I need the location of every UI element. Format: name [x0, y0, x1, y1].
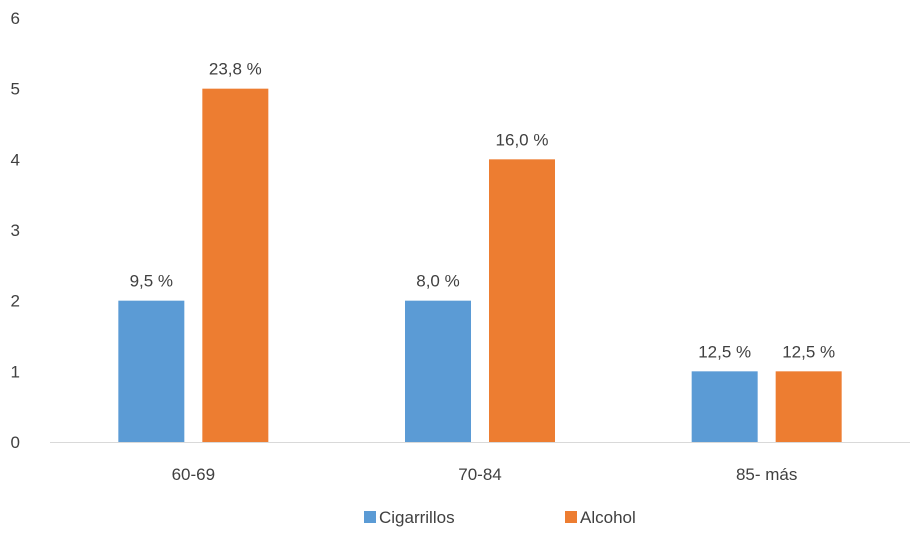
- y-tick-label: 5: [11, 80, 20, 99]
- y-tick-label: 2: [11, 292, 20, 311]
- category-label: 70-84: [458, 465, 501, 484]
- y-tick-label: 6: [11, 9, 20, 28]
- legend-swatch-cigarrillos: [364, 511, 376, 523]
- legend-label: Cigarrillos: [379, 508, 455, 527]
- data-labels: 9,5 % 23,8 % 8,0 % 16,0 % 12,5 % 12,5 %: [130, 60, 836, 362]
- category-label: 85- más: [736, 465, 797, 484]
- legend-label: Alcohol: [580, 508, 636, 527]
- category-labels: 60-69 70-84 85- más: [172, 465, 798, 484]
- data-label: 23,8 %: [209, 60, 262, 79]
- data-label: 16,0 %: [496, 130, 549, 149]
- y-tick-label: 0: [11, 433, 20, 452]
- data-label: 12,5 %: [698, 342, 751, 361]
- bars: [118, 88, 842, 443]
- y-tick-label: 4: [11, 150, 20, 169]
- legend: Cigarrillos Alcohol: [364, 508, 636, 527]
- bar-alcohol-1: [489, 159, 555, 443]
- y-tick-label: 1: [11, 362, 20, 381]
- bar-alcohol-2: [775, 371, 842, 442]
- bar-cigarrillos-2: [691, 371, 758, 442]
- data-label: 8,0 %: [416, 272, 459, 291]
- y-tick-label: 3: [11, 221, 20, 240]
- legend-swatch-alcohol: [565, 511, 577, 523]
- y-axis-ticks: 0 1 2 3 4 5 6: [11, 9, 20, 452]
- bar-cigarrillos-1: [405, 300, 471, 442]
- data-label: 9,5 %: [130, 272, 173, 291]
- bar-cigarrillos-0: [118, 300, 185, 442]
- bar-alcohol-0: [202, 88, 269, 443]
- category-label: 60-69: [172, 465, 215, 484]
- data-label: 12,5 %: [782, 342, 835, 361]
